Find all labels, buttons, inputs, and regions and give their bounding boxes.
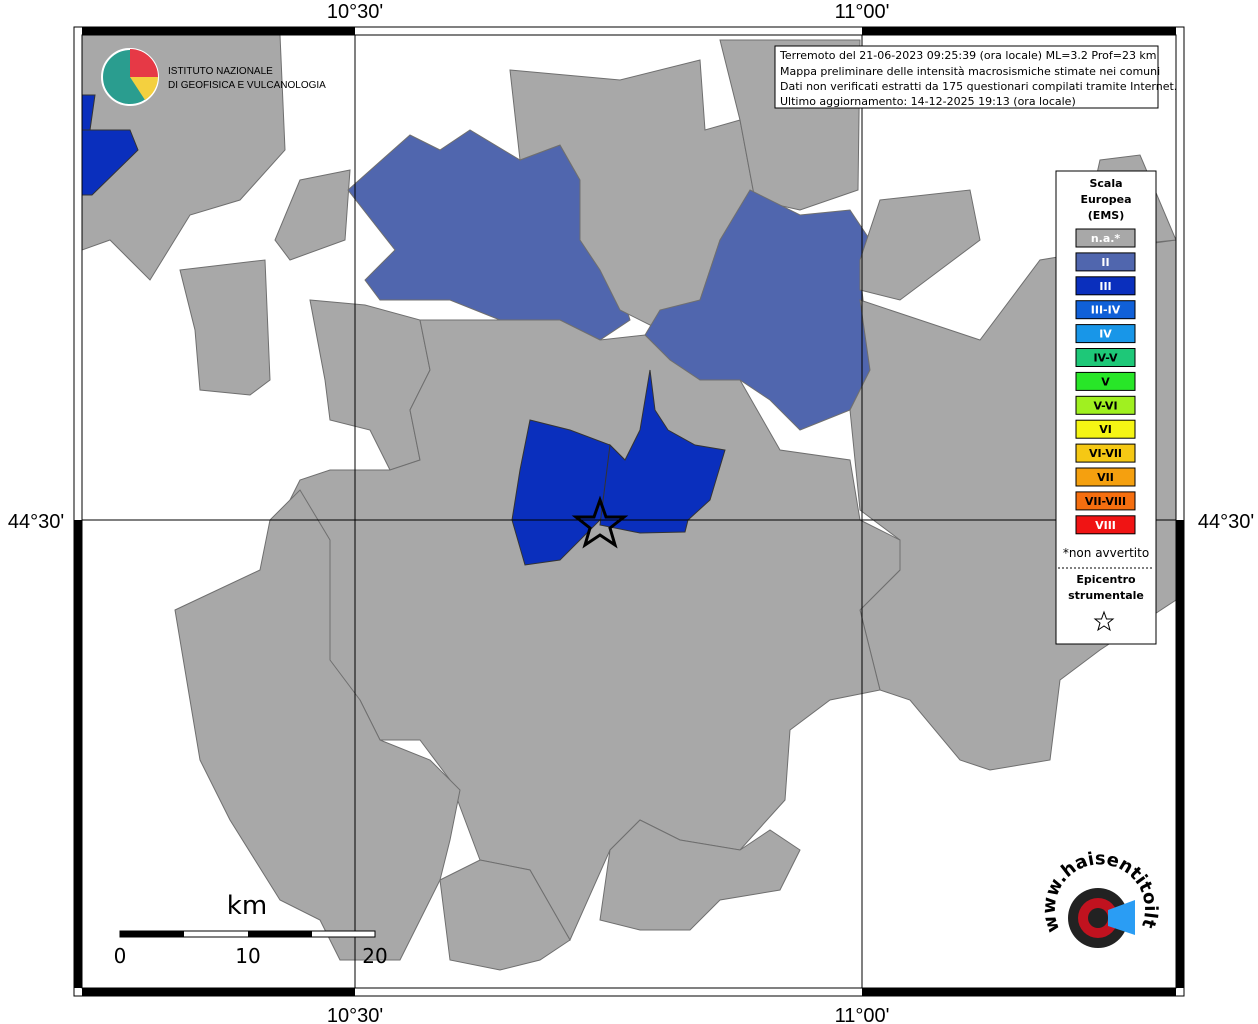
legend-label: VIII <box>1095 519 1116 532</box>
legend-swatch <box>1075 300 1136 320</box>
logo-text: ISTITUTO NAZIONALE <box>168 66 273 77</box>
legend-swatch <box>1075 419 1136 439</box>
legend-epicenter: strumentale <box>1068 589 1144 602</box>
legend-label: III <box>1099 280 1111 293</box>
legend-swatch <box>1075 324 1136 344</box>
legend-label: V-VI <box>1093 399 1117 412</box>
legend-title: Europea <box>1080 193 1131 206</box>
legend: Scala Europea (EMS) *non avvertito Epice… <box>1055 170 1157 645</box>
axis-labels: 10°30' 11°00' 10°30' 11°00' 44°30' 44°30… <box>8 1 1254 1024</box>
legend-swatch <box>1075 228 1136 248</box>
legend-label: III-IV <box>1091 304 1121 317</box>
axis-label: 11°00' <box>835 1005 890 1024</box>
axis-label: 44°30' <box>1198 511 1254 533</box>
legend-label: IV <box>1099 328 1112 341</box>
legend-swatch <box>1075 515 1136 535</box>
legend-swatch <box>1075 467 1136 487</box>
legend-note: *non avvertito <box>1063 546 1149 560</box>
axis-label: 10°30' <box>327 1 383 23</box>
info-line: Ultimo aggiornamento: 14-12-2025 19:13 (… <box>780 95 1076 108</box>
legend-label: VI-VII <box>1089 447 1122 460</box>
legend-swatch <box>1075 443 1136 463</box>
scale-label: 10 <box>235 944 260 968</box>
legend-swatch <box>1075 348 1136 367</box>
scale-label: 0 <box>114 944 127 968</box>
legend-epicenter: Epicentro <box>1076 573 1136 586</box>
axis-label: 44°30' <box>8 511 64 533</box>
axis-label: 10°30' <box>327 1005 383 1024</box>
legend-title: (EMS) <box>1088 209 1124 222</box>
scale-label: 20 <box>362 944 387 968</box>
info-line: Dati non verificati estratti da 175 ques… <box>780 80 1177 93</box>
municipalities <box>82 35 1176 971</box>
logo-text: DI GEOFISICA E VULCANOLOGIA <box>168 80 326 91</box>
legend-label: VI <box>1099 423 1112 436</box>
legend-label: VII-VIII <box>1085 495 1126 508</box>
legend-label: VII <box>1097 471 1114 484</box>
legend-label: II <box>1101 256 1109 269</box>
legend-label: n.a.* <box>1091 232 1121 245</box>
scale-unit: km <box>227 891 267 921</box>
legend-swatch <box>1075 395 1136 415</box>
scale-bar: km 0 10 20 <box>114 891 388 968</box>
legend-swatch <box>1075 252 1136 272</box>
legend-label: V <box>1101 375 1110 388</box>
legend-swatch <box>1075 491 1136 511</box>
legend-label: IV-V <box>1093 352 1118 365</box>
info-line: Mappa preliminare delle intensità macros… <box>780 65 1160 78</box>
legend-swatch <box>1075 371 1136 391</box>
info-line: Terremoto del 21-06-2023 09:25:39 (ora l… <box>779 49 1157 62</box>
ingv-logo: ISTITUTO NAZIONALE DI GEOFISICA E VULCAN… <box>101 48 326 106</box>
legend-swatch <box>1075 276 1136 296</box>
frame-ticks <box>74 27 1184 996</box>
graticule <box>73 26 1185 997</box>
legend-title: Scala <box>1089 177 1122 190</box>
info-box: Terremoto del 21-06-2023 09:25:39 (ora l… <box>774 45 1177 109</box>
axis-label: 11°00' <box>835 1 890 23</box>
